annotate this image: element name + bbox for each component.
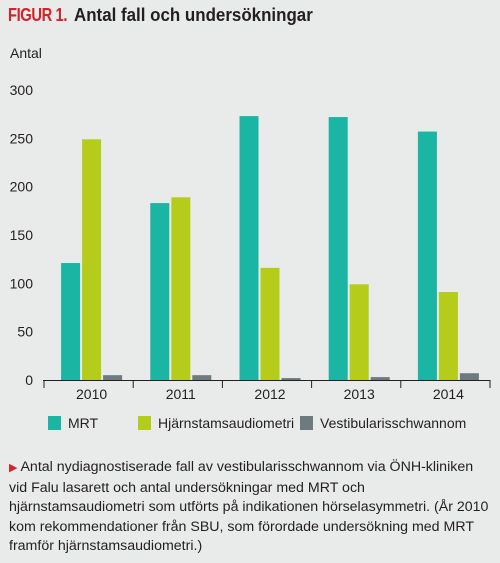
legend-abr-swatch bbox=[138, 416, 151, 430]
bar-mrt-2013 bbox=[328, 117, 348, 381]
figure-caption: ▶ Antal nydiagnostiserade fall av vestibu… bbox=[9, 458, 493, 557]
y-axis-ticks: 0 50 100 150 200 250 300 bbox=[10, 82, 34, 388]
bar-abr-2014 bbox=[438, 292, 458, 380]
y-tick-label: 300 bbox=[10, 82, 34, 98]
x-axis: 2010 2011 2012 2013 2014 bbox=[43, 380, 491, 402]
bar-mrt-2010 bbox=[61, 263, 81, 380]
legend-mrt-swatch bbox=[48, 416, 61, 430]
legend-mrt-label: MRT bbox=[68, 415, 99, 431]
x-tick-label: 2014 bbox=[433, 386, 464, 402]
caption-text: Antal nydiagnostiserade fall av vestibul… bbox=[9, 459, 489, 554]
bar-vs-2012 bbox=[281, 378, 301, 380]
y-tick-label: 250 bbox=[10, 130, 34, 146]
y-axis-label: Antal bbox=[10, 45, 42, 61]
bar-mrt-2012 bbox=[239, 116, 259, 380]
bar-vs-2013 bbox=[370, 377, 390, 380]
legend-vs-label: Vestibularisschwannom bbox=[320, 415, 466, 431]
x-tick-label: 2010 bbox=[76, 386, 107, 402]
y-tick-label: 150 bbox=[10, 227, 34, 243]
bar-abr-2010 bbox=[82, 139, 102, 380]
y-tick-label: 200 bbox=[10, 179, 34, 195]
x-tick-label: 2012 bbox=[254, 386, 285, 402]
legend: MRT Hjärnstamsaudiometri Vestibularisschwa… bbox=[48, 415, 466, 431]
y-tick-label: 50 bbox=[17, 324, 33, 340]
bar-abr-2013 bbox=[349, 284, 369, 380]
y-tick-label: 100 bbox=[10, 275, 34, 291]
caption-arrow-icon: ▶ bbox=[9, 462, 18, 474]
bar-abr-2012 bbox=[260, 267, 280, 380]
bar-vs-2010 bbox=[103, 375, 123, 380]
y-tick-label: 0 bbox=[25, 372, 33, 388]
chart-title: Antal fall och undersökningar bbox=[74, 5, 314, 25]
bar-vs-2014 bbox=[459, 373, 479, 380]
x-tick-label: 2013 bbox=[344, 386, 375, 402]
figure-header: FIGUR 1. Antal fall och undersökningar bbox=[8, 5, 329, 26]
legend-abr-label: Hjärnstamsaudiometri bbox=[158, 415, 294, 431]
x-tick-label: 2011 bbox=[166, 386, 196, 402]
bars bbox=[61, 116, 479, 381]
legend-vs-swatch bbox=[300, 416, 313, 430]
bar-mrt-2014 bbox=[417, 131, 437, 380]
bar-abr-2011 bbox=[171, 197, 191, 380]
bar-mrt-2011 bbox=[150, 203, 170, 380]
bar-vs-2011 bbox=[192, 375, 212, 380]
figure-label: FIGUR 1. bbox=[8, 5, 68, 25]
